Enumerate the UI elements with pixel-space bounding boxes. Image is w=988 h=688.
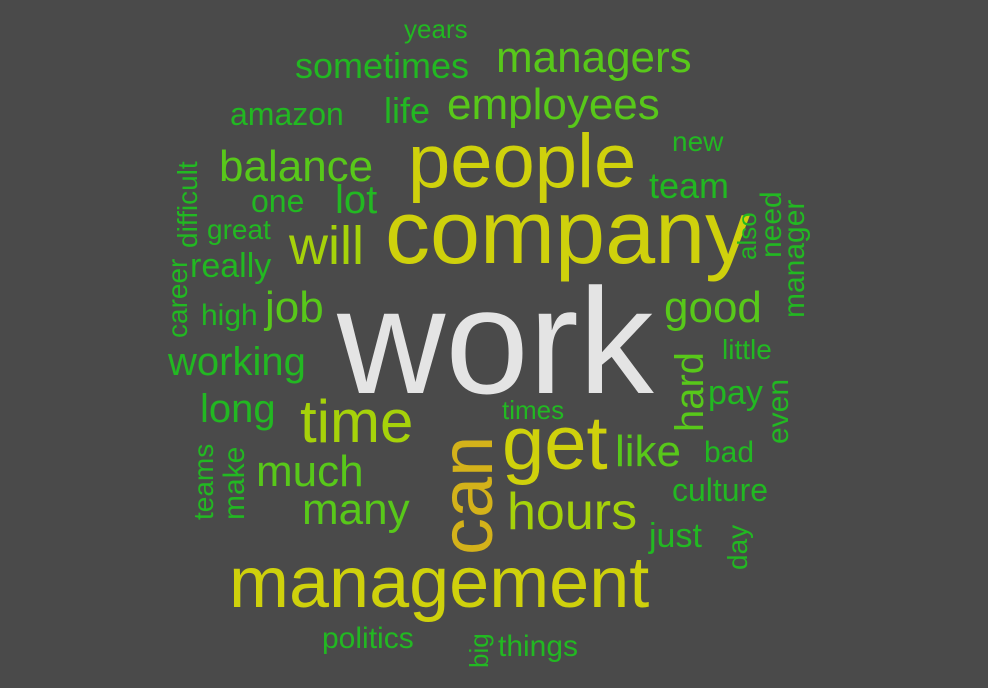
word-good: good — [664, 283, 762, 332]
word-hard: hard — [668, 351, 712, 432]
word-sometimes: sometimes — [295, 45, 470, 86]
word-amazon: amazon — [230, 96, 344, 132]
word-management: management — [229, 543, 650, 623]
word-difficult: difficult — [172, 161, 203, 248]
word-career: career — [162, 258, 193, 338]
word-even: even — [762, 378, 795, 444]
word-team: team — [649, 165, 730, 206]
word-employees: employees — [447, 80, 660, 129]
word-will: will — [289, 216, 364, 276]
word-high: high — [201, 299, 258, 332]
word-like: like — [615, 427, 682, 476]
word-time: time — [300, 388, 414, 455]
word-culture: culture — [672, 472, 769, 508]
word-things: things — [498, 630, 579, 663]
word-work: work — [337, 257, 654, 425]
word-manager: manager — [778, 199, 811, 318]
word-make: make — [218, 446, 251, 520]
word-lot: lot — [335, 178, 378, 222]
word-working: working — [168, 340, 306, 384]
word-many: many — [302, 485, 410, 534]
word-new: new — [672, 126, 724, 157]
word-bad: bad — [704, 436, 755, 469]
word-years: years — [404, 14, 468, 44]
word-long: long — [200, 387, 276, 431]
word-pay: pay — [708, 374, 763, 412]
word-times: times — [502, 395, 565, 425]
word-day: day — [722, 524, 753, 570]
word-company: company — [385, 183, 751, 283]
word-balance: balance — [219, 142, 374, 191]
word-politics: politics — [322, 622, 414, 655]
word-people: people — [408, 119, 637, 204]
word-great: great — [207, 214, 271, 245]
word-hours: hours — [507, 483, 638, 541]
word-can: can — [425, 435, 508, 555]
word-job: job — [265, 283, 324, 332]
word-just: just — [649, 517, 702, 555]
word-big: big — [464, 633, 494, 668]
word-little: little — [722, 334, 772, 365]
word-one: one — [251, 183, 305, 219]
word-really: really — [190, 247, 272, 285]
word-get: get — [502, 401, 608, 486]
word-managers: managers — [496, 33, 692, 82]
word-life: life — [384, 90, 431, 131]
word-teams: teams — [188, 443, 219, 520]
word-much: much — [256, 447, 364, 496]
